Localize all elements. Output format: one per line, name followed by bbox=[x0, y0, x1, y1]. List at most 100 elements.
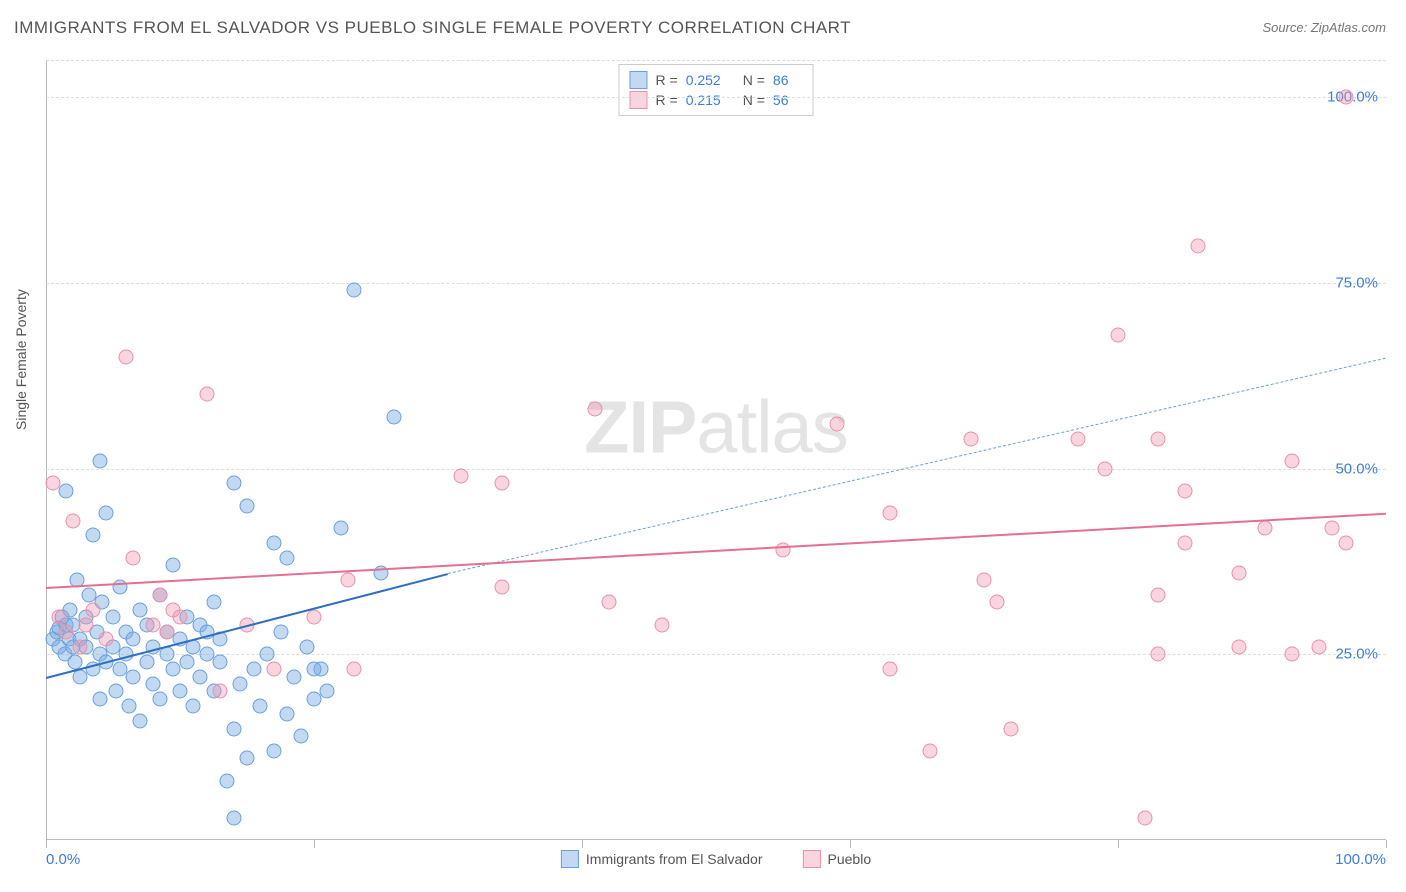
scatter-point bbox=[132, 714, 147, 729]
scatter-point bbox=[1285, 454, 1300, 469]
scatter-point bbox=[655, 617, 670, 632]
scatter-point bbox=[233, 677, 248, 692]
scatter-point bbox=[173, 684, 188, 699]
scatter-point bbox=[963, 431, 978, 446]
scatter-point bbox=[1178, 535, 1193, 550]
scatter-point bbox=[266, 662, 281, 677]
x-axis-line bbox=[46, 839, 1386, 840]
n-value: 86 bbox=[773, 72, 789, 88]
n-label: N = bbox=[743, 72, 765, 88]
scatter-plot-area: ZIPatlas R =0.252N =86R =0.215N =56 Immi… bbox=[46, 60, 1386, 840]
scatter-point bbox=[293, 729, 308, 744]
scatter-point bbox=[226, 721, 241, 736]
scatter-point bbox=[883, 662, 898, 677]
scatter-point bbox=[213, 654, 228, 669]
scatter-point bbox=[159, 625, 174, 640]
scatter-point bbox=[347, 283, 362, 298]
gridline bbox=[46, 654, 1386, 655]
x-tick bbox=[850, 840, 851, 848]
stats-row: R =0.252N =86 bbox=[630, 71, 803, 89]
scatter-point bbox=[85, 602, 100, 617]
r-label: R = bbox=[656, 72, 678, 88]
y-axis-line bbox=[46, 60, 47, 840]
x-tick bbox=[1118, 840, 1119, 848]
legend-swatch bbox=[561, 850, 579, 868]
scatter-point bbox=[1111, 327, 1126, 342]
n-value: 56 bbox=[773, 92, 789, 108]
scatter-point bbox=[226, 810, 241, 825]
scatter-point bbox=[307, 610, 322, 625]
scatter-point bbox=[152, 691, 167, 706]
trend-line bbox=[46, 573, 449, 679]
scatter-point bbox=[1151, 587, 1166, 602]
scatter-point bbox=[79, 617, 94, 632]
scatter-point bbox=[1258, 521, 1273, 536]
gridline bbox=[46, 283, 1386, 284]
scatter-point bbox=[300, 639, 315, 654]
scatter-point bbox=[199, 387, 214, 402]
scatter-point bbox=[1151, 647, 1166, 662]
scatter-point bbox=[1285, 647, 1300, 662]
scatter-point bbox=[108, 684, 123, 699]
scatter-point bbox=[829, 417, 844, 432]
legend-item: Pueblo bbox=[803, 850, 872, 868]
scatter-point bbox=[1231, 639, 1246, 654]
y-tick-label: 25.0% bbox=[1335, 646, 1378, 663]
scatter-point bbox=[152, 587, 167, 602]
gridline bbox=[46, 60, 1386, 61]
scatter-point bbox=[977, 573, 992, 588]
scatter-point bbox=[146, 677, 161, 692]
scatter-point bbox=[106, 610, 121, 625]
scatter-point bbox=[72, 639, 87, 654]
scatter-point bbox=[340, 573, 355, 588]
scatter-point bbox=[273, 625, 288, 640]
scatter-point bbox=[122, 699, 137, 714]
scatter-point bbox=[52, 610, 67, 625]
legend-swatch bbox=[803, 850, 821, 868]
scatter-point bbox=[213, 684, 228, 699]
scatter-point bbox=[1338, 535, 1353, 550]
scatter-point bbox=[494, 476, 509, 491]
scatter-point bbox=[240, 751, 255, 766]
watermark-text: ZIPatlas bbox=[584, 384, 847, 469]
y-tick-label: 50.0% bbox=[1335, 460, 1378, 477]
stats-row: R =0.215N =56 bbox=[630, 91, 803, 109]
scatter-point bbox=[59, 483, 74, 498]
scatter-point bbox=[119, 350, 134, 365]
scatter-point bbox=[588, 402, 603, 417]
n-label: N = bbox=[743, 92, 765, 108]
scatter-point bbox=[1191, 238, 1206, 253]
scatter-point bbox=[320, 684, 335, 699]
x-tick-label: 0.0% bbox=[46, 851, 80, 868]
scatter-point bbox=[65, 513, 80, 528]
scatter-point bbox=[59, 625, 74, 640]
scatter-point bbox=[166, 558, 181, 573]
gridline bbox=[46, 97, 1386, 98]
legend-label: Immigrants from El Salvador bbox=[586, 851, 763, 867]
correlation-stats-box: R =0.252N =86R =0.215N =56 bbox=[619, 64, 814, 116]
scatter-point bbox=[132, 602, 147, 617]
scatter-point bbox=[186, 699, 201, 714]
gridline bbox=[46, 469, 1386, 470]
legend-swatch bbox=[630, 91, 648, 109]
r-value: 0.215 bbox=[686, 92, 721, 108]
scatter-point bbox=[333, 521, 348, 536]
scatter-point bbox=[246, 662, 261, 677]
scatter-point bbox=[307, 662, 322, 677]
scatter-point bbox=[92, 454, 107, 469]
scatter-point bbox=[286, 669, 301, 684]
scatter-point bbox=[280, 550, 295, 565]
chart-title: IMMIGRANTS FROM EL SALVADOR VS PUEBLO SI… bbox=[14, 18, 851, 38]
scatter-point bbox=[280, 706, 295, 721]
scatter-point bbox=[1312, 639, 1327, 654]
x-tick bbox=[314, 840, 315, 848]
scatter-point bbox=[387, 409, 402, 424]
legend-label: Pueblo bbox=[828, 851, 872, 867]
scatter-point bbox=[1097, 461, 1112, 476]
scatter-point bbox=[219, 773, 234, 788]
scatter-point bbox=[193, 669, 208, 684]
y-axis-label: Single Female Poverty bbox=[13, 289, 29, 430]
scatter-point bbox=[266, 535, 281, 550]
scatter-point bbox=[454, 469, 469, 484]
scatter-point bbox=[206, 595, 221, 610]
